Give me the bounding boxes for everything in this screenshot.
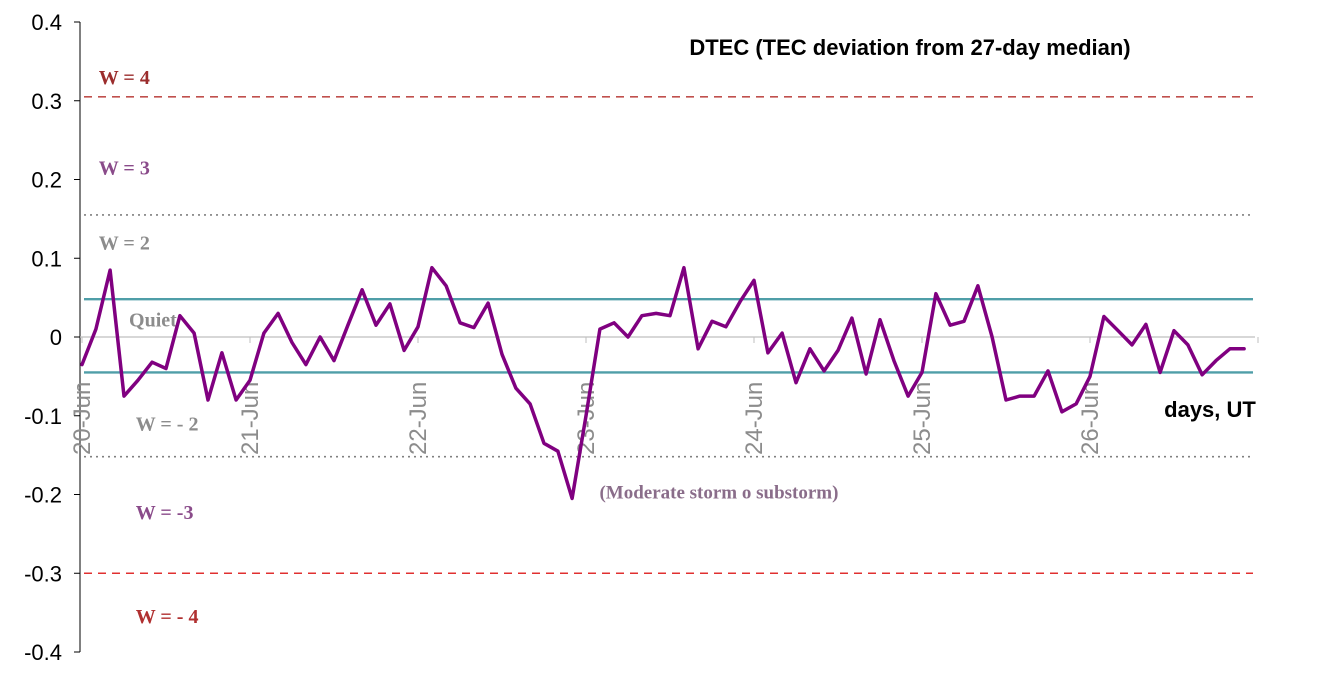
y-tick-label: -0.1 — [24, 404, 62, 429]
y-tick-label: 0.4 — [31, 10, 62, 35]
zone-label: W = - 2 — [136, 414, 199, 436]
y-tick-label: -0.2 — [24, 483, 62, 508]
y-tick-label: 0.3 — [31, 89, 62, 114]
zone-label: W = 2 — [99, 233, 150, 255]
y-tick-label: 0 — [50, 325, 62, 350]
zone-label: W = 3 — [99, 158, 150, 180]
y-tick-label: 0.2 — [31, 168, 62, 193]
chart-title: DTEC (TEC deviation from 27-day median) — [689, 35, 1130, 60]
y-tick-label: 0.1 — [31, 246, 62, 271]
annotations: (Moderate storm o substorm) — [599, 482, 838, 503]
x-tick-label: 22-Jun — [405, 382, 432, 455]
zone-label: W = - 4 — [136, 606, 199, 628]
y-axis: 0.4 0.3 0.2 0.1 0 -0.1 -0.2 -0.3 -0.4 — [24, 10, 81, 665]
x-axis: 20-Jun 21-Jun 22-Jun 23-Jun 24-Jun 25-Jun 26-J… — [69, 336, 1259, 455]
series-layer — [80, 265, 1246, 501]
y-tick-label: -0.3 — [24, 561, 62, 586]
x-tick-label: 20-Jun — [69, 382, 96, 455]
storm-annotation: (Moderate storm o substorm) — [599, 482, 838, 503]
zone-label: Quiet — [129, 310, 177, 332]
dtec-series-line — [80, 265, 1246, 501]
x-tick-label: 24-Jun — [741, 382, 768, 455]
y-tick-label: -0.4 — [24, 640, 62, 665]
zone-label: W = -3 — [136, 502, 194, 524]
zone-labels: W = 4 W = 3 W = 2 Quiet W = - 2 W = -3 W = - 4 — [99, 67, 199, 628]
x-tick-label: 25-Jun — [909, 382, 936, 455]
zone-label: W = 4 — [99, 67, 150, 89]
reference-lines — [84, 96, 1253, 575]
x-axis-label: days, UT — [1164, 397, 1256, 422]
